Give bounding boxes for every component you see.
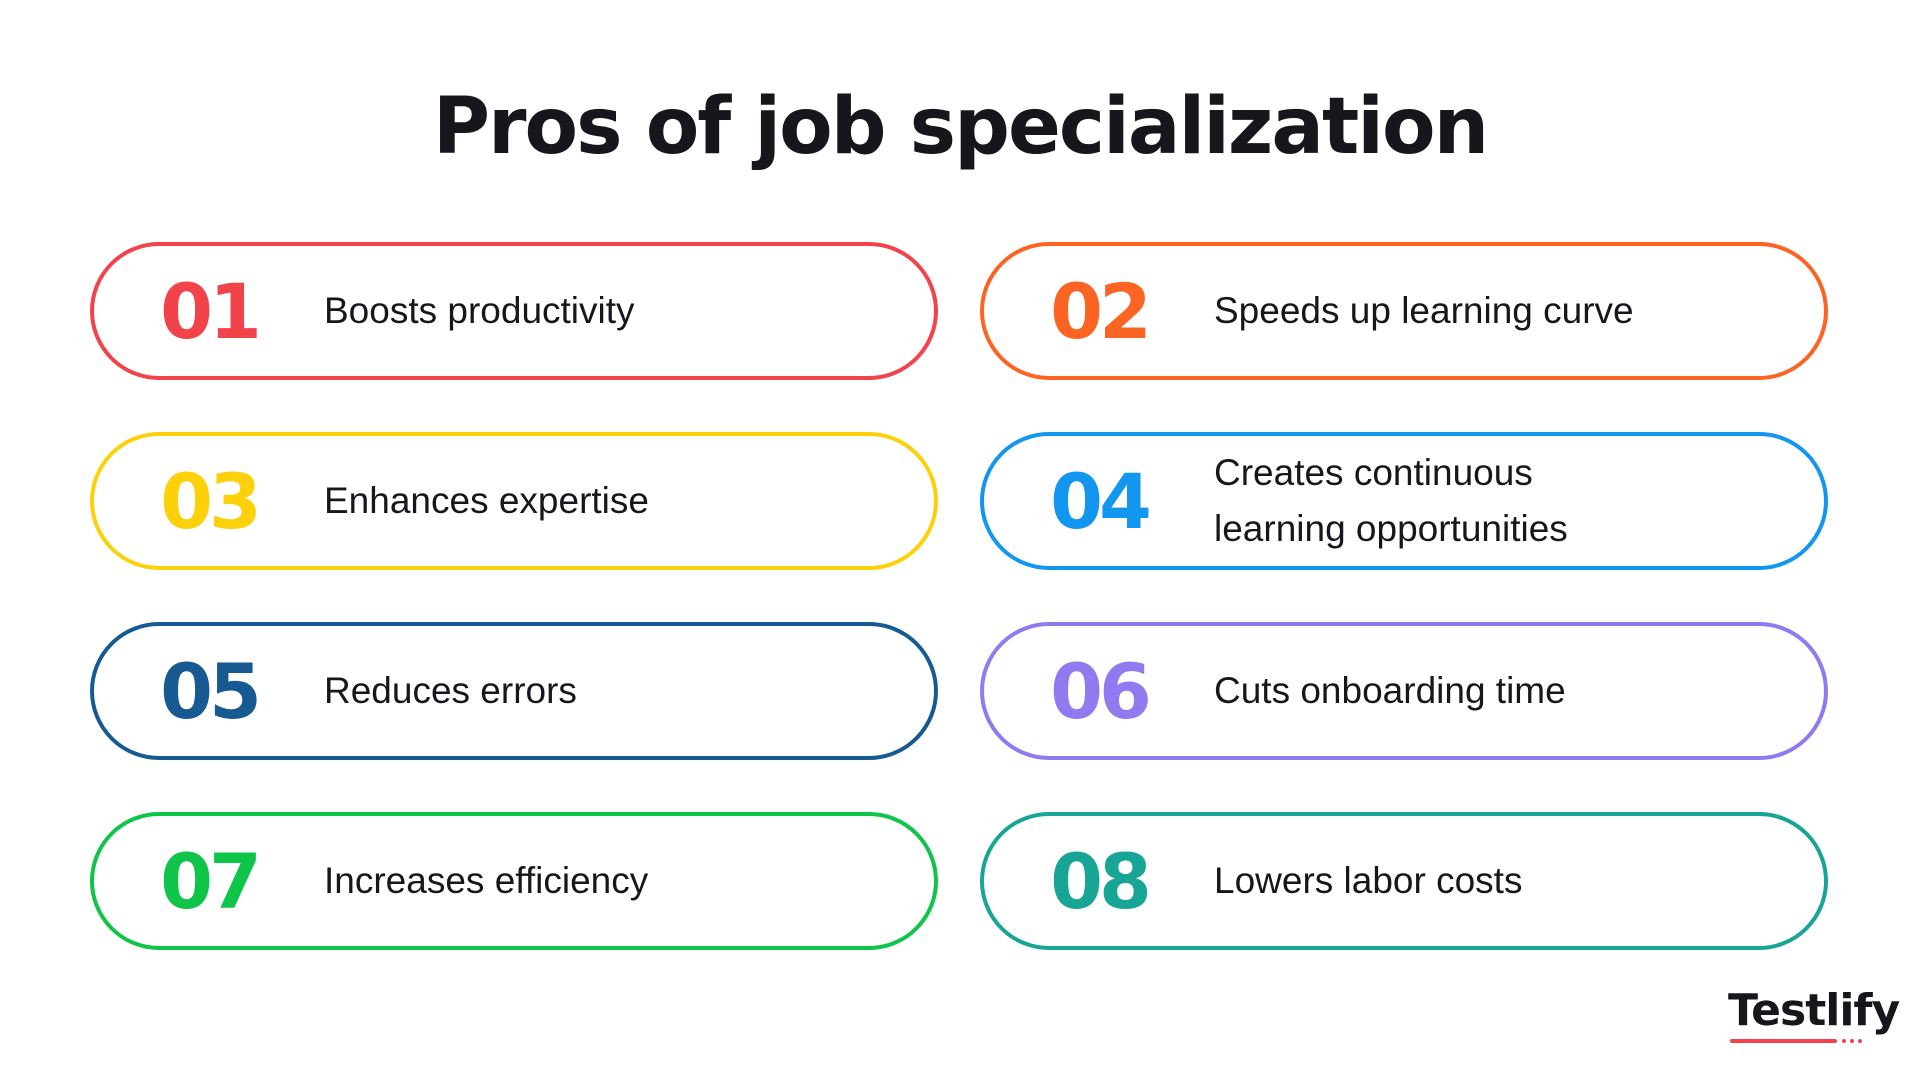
pro-item-02: 02 Speeds up learning curve xyxy=(980,242,1828,380)
item-text: Enhances expertise xyxy=(324,480,649,521)
item-text: Cuts onboarding time xyxy=(1214,670,1566,711)
pro-item-07: 07 Increases efficiency xyxy=(90,812,938,950)
logo-dots xyxy=(1842,1039,1866,1043)
item-text: Increases efficiency xyxy=(324,860,649,901)
item-number: 02 xyxy=(1050,266,1152,356)
item-number: 05 xyxy=(160,646,262,736)
page-title: Pros of job specialization xyxy=(432,82,1489,172)
item-text: Lowers labor costs xyxy=(1214,860,1523,901)
pro-item-01: 01 Boosts productivity xyxy=(90,242,938,380)
item-number: 04 xyxy=(1050,456,1152,546)
pro-item-08: 08 Lowers labor costs xyxy=(980,812,1828,950)
item-text: Reduces errors xyxy=(324,670,577,711)
item-number: 08 xyxy=(1050,836,1152,926)
item-number: 06 xyxy=(1050,646,1152,736)
pro-item-06: 06 Cuts onboarding time xyxy=(980,622,1828,760)
pro-item-04: 04 Creates continuous learning opportunit… xyxy=(980,432,1828,570)
testlify-logo: Testlify xyxy=(1728,985,1900,1043)
item-text: Creates continuous learning opportunitie… xyxy=(1214,452,1568,549)
logo-underline xyxy=(1730,1039,1837,1043)
item-number: 03 xyxy=(160,456,262,546)
item-number: 01 xyxy=(160,266,262,356)
pro-item-05: 05 Reduces errors xyxy=(90,622,938,760)
item-text: Boosts productivity xyxy=(324,290,635,331)
item-text: Speeds up learning curve xyxy=(1214,290,1634,331)
item-number: 07 xyxy=(160,836,262,926)
pro-item-03: 03 Enhances expertise xyxy=(90,432,938,570)
logo-text: Testlify xyxy=(1728,985,1900,1036)
